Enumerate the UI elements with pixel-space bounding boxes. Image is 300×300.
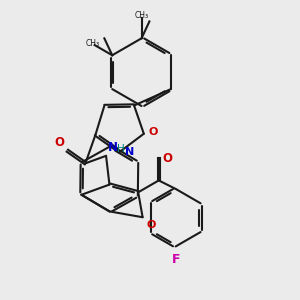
Text: O: O [163,152,173,165]
Text: H: H [117,144,124,154]
Text: N: N [125,147,134,157]
Text: O: O [149,127,158,137]
Text: O: O [55,136,65,149]
Text: CH₃: CH₃ [134,11,148,20]
Text: O: O [147,220,156,230]
Text: F: F [171,253,180,266]
Text: N: N [108,141,118,154]
Text: CH₃: CH₃ [85,39,99,48]
